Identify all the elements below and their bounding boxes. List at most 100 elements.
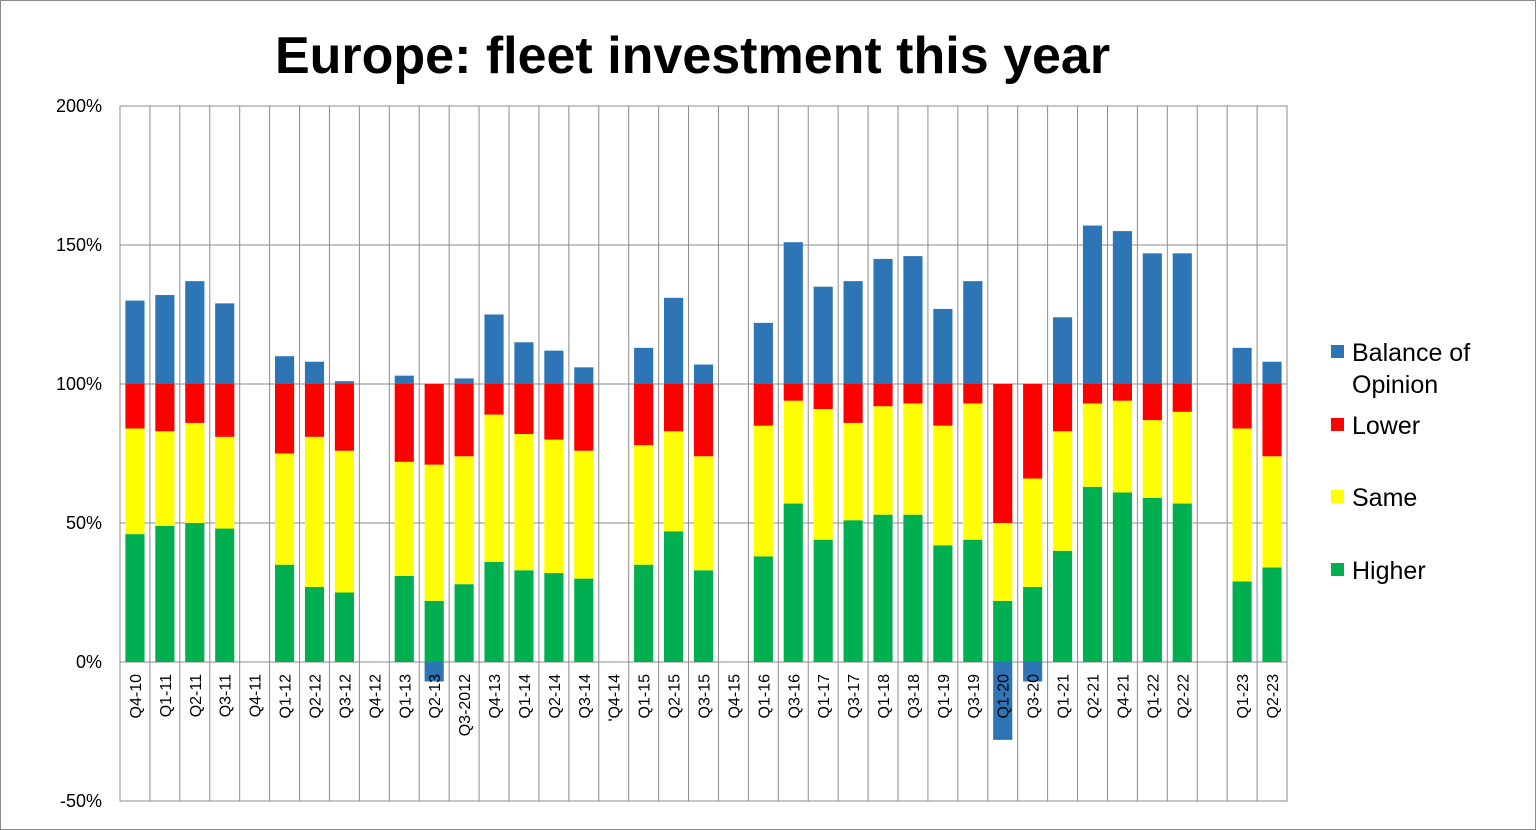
x-tick-label: Q3-18 [906,674,923,719]
y-tick-label: 0% [76,652,102,672]
bar-lower [1053,384,1073,432]
bar-balance-of-opinion [424,662,444,682]
bar-same [304,436,325,587]
bar-balance-of-opinion [1232,347,1252,384]
legend-label: Lower [1352,412,1420,440]
x-tick-label: Q1-16 [756,674,773,719]
bar-balance-of-opinion [1023,662,1043,682]
bar-higher [753,556,773,662]
bar-balance-of-opinion [1082,225,1103,384]
bar-lower [304,384,325,437]
x-tick-label: Q1-11 [158,674,175,717]
x-tick-label: Q3-16 [786,674,803,719]
bar-balance-of-opinion [903,256,923,384]
bar-higher [1172,503,1192,662]
bar-lower [424,384,444,465]
bar-same [1082,403,1103,487]
x-tick-label: Q4-15 [726,674,743,719]
bar-balance-of-opinion [304,361,325,384]
bar-lower [1232,384,1252,429]
x-tick-label: Q2-23 [1265,674,1282,719]
x-tick-label: Q1-23 [1235,674,1252,719]
bar-higher [544,573,564,662]
bar-same [185,422,205,523]
x-tick-label: Q2-21 [1086,674,1103,719]
bar-higher [693,570,714,662]
bar-balance-of-opinion [334,381,354,384]
bar-same [813,409,833,540]
bar-same [514,434,534,571]
bar-lower [813,384,833,410]
bar-higher [813,539,833,662]
bar-lower [334,384,354,451]
legend-label: Same [1352,484,1417,512]
bar-higher [484,561,504,662]
bar-higher [514,570,534,662]
bar-lower [903,384,923,404]
bar-same [753,425,773,557]
bar-higher [1053,550,1073,662]
bar-lower [933,384,953,426]
x-tick-label: Q4-11 [248,674,265,717]
y-tick-label: 150% [56,235,102,255]
x-tick-label: Q3-19 [966,674,983,719]
bar-same [634,445,654,565]
bar-higher [125,534,145,662]
legend-swatch [1331,345,1344,358]
x-tick-label: Q3-12 [337,674,354,719]
bar-higher [1262,567,1282,662]
x-tick-label: Q3-15 [697,674,714,719]
y-tick-label: 100% [56,374,102,394]
x-tick-label: Q3-14 [577,674,594,719]
bar-lower [783,384,803,401]
x-tick-label: Q2-14 [547,674,564,719]
bar-balance-of-opinion [275,356,295,384]
x-tick-label: Q4-10 [128,674,145,719]
bar-higher [843,520,863,662]
bar-lower [275,384,295,454]
bar-lower [664,384,684,432]
bar-higher [304,586,325,662]
bar-same [484,414,504,562]
bar-balance-of-opinion [753,322,773,384]
legend-swatch [1331,563,1344,576]
x-tick-label: Q4-12 [367,674,384,719]
bar-same [1053,431,1073,551]
bar-balance-of-opinion [454,378,474,384]
bar-same [275,453,295,565]
bar-balance-of-opinion [693,364,714,384]
bar-balance-of-opinion [634,347,654,384]
bar-balance-of-opinion [963,281,983,384]
bar-lower [1082,384,1103,404]
bar-same [424,464,444,601]
bar-balance-of-opinion [185,281,205,384]
bar-higher [574,578,594,662]
bar-lower [634,384,654,446]
y-tick-label: 50% [66,513,102,533]
x-tick-label: Q3-17 [846,674,863,719]
x-tick-label: Q2-12 [308,674,325,719]
bar-lower [155,384,175,432]
x-tick-label: Q2-22 [1175,674,1192,719]
bar-lower [993,384,1013,523]
legend-label: Balance of [1352,339,1470,367]
bar-balance-of-opinion [544,350,564,384]
bar-same [993,523,1013,601]
bar-higher [1023,586,1043,662]
bar-lower [693,384,714,457]
bar-balance-of-opinion [1142,253,1162,384]
bar-same [334,450,354,593]
bar-higher [664,531,684,662]
bar-balance-of-opinion [155,295,175,384]
bar-lower [454,384,474,457]
bar-balance-of-opinion [1112,231,1132,384]
bar-same [933,425,953,546]
bar-same [693,456,714,571]
bar-lower [484,384,504,415]
bar-same [783,400,803,504]
bar-higher [993,600,1013,662]
x-tick-label: Q4-21 [1115,674,1132,719]
x-tick-label: 'Q4-14 [607,674,624,722]
bar-higher [873,514,893,662]
